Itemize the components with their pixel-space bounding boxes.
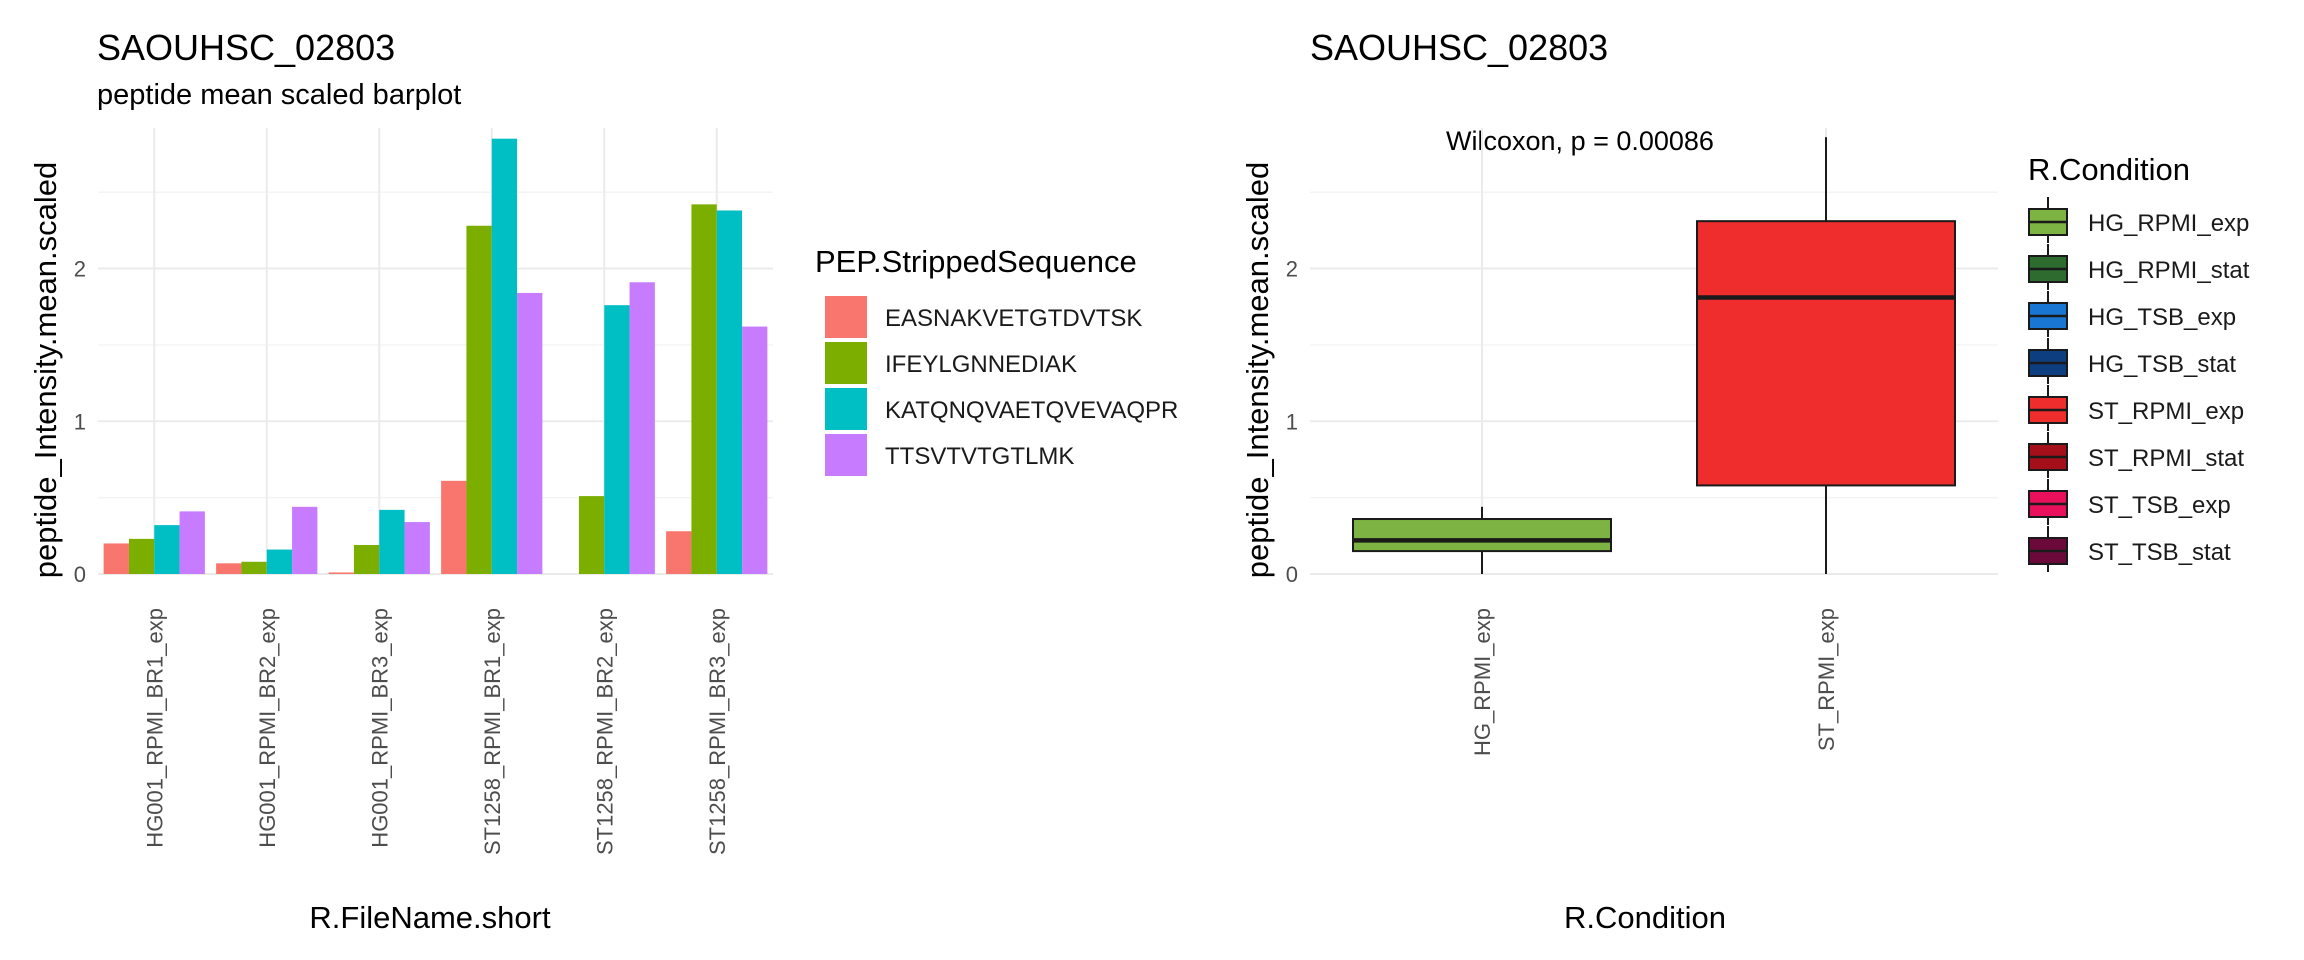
box-chart-title: SAOUHSC_02803 xyxy=(1310,27,1608,68)
y-tick-label: 0 xyxy=(74,562,86,587)
bar xyxy=(353,544,380,574)
bar xyxy=(666,531,692,574)
legend-label: ST_RPMI_stat xyxy=(2088,445,2244,472)
bar xyxy=(604,305,630,574)
box-chart-legend-title: R.Condition xyxy=(2028,152,2190,187)
bar-chart-x-ticks: HG001_RPMI_BR1_exp HG001_RPMI_BR2_exp HG00… xyxy=(142,608,730,855)
bar xyxy=(216,563,242,574)
y-tick-label: 1 xyxy=(74,409,86,434)
y-tick-label: 0 xyxy=(1286,562,1298,587)
x-tick-label: ST1258_RPMI_BR3_exp xyxy=(705,608,730,855)
bar-chart-subtitle: peptide mean scaled barplot xyxy=(97,79,461,111)
bar xyxy=(578,496,605,574)
bar-chart-gridlines xyxy=(98,128,773,575)
bar xyxy=(379,509,405,574)
box-chart-legend: HG_RPMI_exp HG_RPMI_stat HG_TSB_exp HG_TSB_… xyxy=(2028,197,2250,572)
bar xyxy=(716,210,743,575)
legend-label: EASNAKVETGTDVTSK xyxy=(885,305,1142,332)
box-chart-y-ticks: 0 1 2 xyxy=(1286,257,1298,587)
legend-label: ST_RPMI_exp xyxy=(2088,398,2244,425)
bar-chart-legend: EASNAKVETGTDVTSK IFEYLGNNEDIAK KATQNQVAETQ… xyxy=(825,296,1178,476)
bar xyxy=(691,204,717,574)
box-chart-boxes xyxy=(1352,137,1956,574)
bar xyxy=(179,511,205,574)
bar-chart-x-axis-title: R.FileName.short xyxy=(309,900,551,935)
bar xyxy=(441,480,467,574)
x-tick-label: HG001_RPMI_BR3_exp xyxy=(367,608,392,848)
legend-label: ST_TSB_exp xyxy=(2088,492,2231,519)
bar-chart-title: SAOUHSC_02803 xyxy=(97,27,395,68)
box xyxy=(1352,518,1612,553)
x-tick-label: HG001_RPMI_BR2_exp xyxy=(255,608,280,848)
bar xyxy=(328,572,354,574)
x-tick-label: ST1258_RPMI_BR1_exp xyxy=(480,608,505,855)
y-tick-label: 1 xyxy=(1286,409,1298,434)
legend-label: HG_TSB_stat xyxy=(2088,351,2236,378)
box-chart-x-axis-title: R.Condition xyxy=(1564,900,1726,935)
wilcoxon-annotation: Wilcoxon, p = 0.00086 xyxy=(1446,126,1714,156)
legend-label: ST_TSB_stat xyxy=(2088,539,2231,566)
bar xyxy=(466,225,492,574)
x-tick-label: ST1258_RPMI_BR2_exp xyxy=(592,608,617,855)
bar xyxy=(128,538,155,574)
legend-key xyxy=(825,434,867,476)
legend-label: HG_TSB_exp xyxy=(2088,304,2236,331)
box-chart-x-ticks: HG_RPMI_exp ST_RPMI_exp xyxy=(1470,608,1839,756)
legend-key xyxy=(825,296,867,338)
legend-label: HG_RPMI_stat xyxy=(2088,257,2250,284)
y-tick-label: 2 xyxy=(1286,257,1298,282)
bar xyxy=(742,326,768,574)
legend-label: HG_RPMI_exp xyxy=(2088,210,2249,237)
bar xyxy=(266,549,293,574)
x-tick-label: HG001_RPMI_BR1_exp xyxy=(142,608,167,848)
bar xyxy=(241,561,267,574)
bar xyxy=(629,282,655,574)
x-tick-label: HG_RPMI_exp xyxy=(1470,608,1495,756)
legend-key xyxy=(825,388,867,430)
bar xyxy=(517,292,543,574)
bar xyxy=(154,525,180,574)
bar xyxy=(404,522,430,574)
box-chart-y-axis-title: peptide_Intensity.mean.scaled xyxy=(1240,162,1275,578)
bar-chart-y-axis-title: peptide_Intensity.mean.scaled xyxy=(28,162,63,578)
bar-chart-bars xyxy=(103,138,768,575)
legend-label: IFEYLGNNEDIAK xyxy=(885,351,1077,378)
legend-label: KATQNQVAETQVEVAQPR xyxy=(885,397,1178,424)
legend-label: TTSVTVTGTLMK xyxy=(885,443,1074,470)
bar-chart-y-ticks: 0 1 2 xyxy=(74,257,86,587)
bar xyxy=(292,506,318,574)
bar xyxy=(491,138,518,575)
y-tick-label: 2 xyxy=(74,257,86,282)
bar-chart-legend-title: PEP.StrippedSequence xyxy=(815,244,1137,279)
x-tick-label: ST_RPMI_exp xyxy=(1814,608,1839,751)
bar xyxy=(103,543,129,574)
box xyxy=(1696,220,1956,487)
legend-key xyxy=(825,342,867,384)
